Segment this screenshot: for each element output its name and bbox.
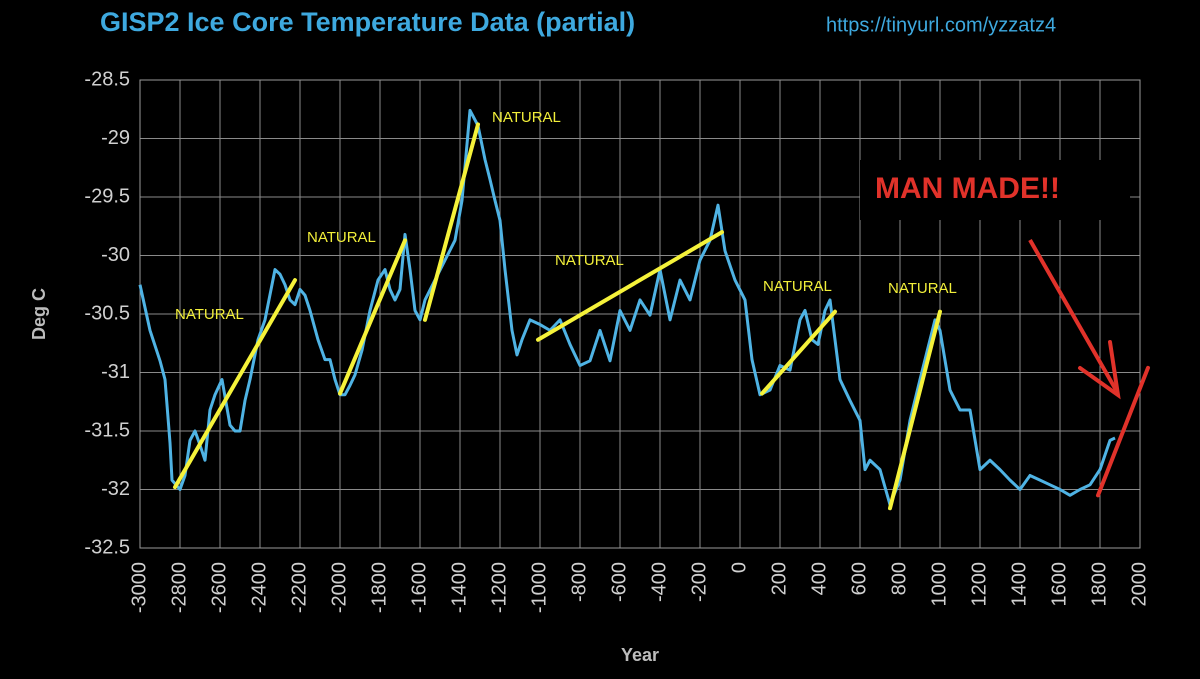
annotation-label: NATURAL — [492, 109, 561, 126]
y-tick-label: -28.5 — [84, 68, 130, 90]
x-tick-label: -1400 — [448, 562, 470, 613]
annotation-label: NATURAL — [888, 280, 957, 297]
trend-line — [760, 309, 837, 396]
x-tick-label: 200 — [768, 562, 790, 595]
x-tick-label: -2200 — [288, 562, 310, 613]
annotation-label: MAN MADE!! — [875, 172, 1060, 205]
grid: -28.5 -29 -29.5 -30 -30.5 -31 -31.5 -32 -32.5 -30… — [84, 68, 1150, 613]
y-tick-label: -32 — [101, 478, 130, 500]
x-tick-label: 1200 — [968, 562, 990, 607]
x-tick-label: -200 — [688, 562, 710, 602]
annotation-label: NATURAL — [175, 306, 244, 323]
trend-line — [423, 122, 480, 322]
x-tick-label: -1800 — [368, 562, 390, 613]
y-tick-label: -29.5 — [84, 185, 130, 207]
x-tick-label: -400 — [648, 562, 670, 602]
trend-line — [173, 278, 297, 490]
y-tick-label: -31 — [101, 361, 130, 383]
x-tick-label: 0 — [728, 562, 750, 573]
annotation-label: NATURAL — [555, 252, 624, 269]
y-tick-label: -30 — [101, 244, 130, 266]
trend-line — [888, 309, 942, 511]
x-tick-label: 600 — [848, 562, 870, 595]
y-axis-title: Deg C — [29, 288, 49, 340]
x-tick-label: 800 — [888, 562, 910, 595]
trend-line — [1096, 365, 1150, 498]
x-tick-label: -3000 — [128, 562, 150, 613]
x-tick-label: 1600 — [1048, 562, 1070, 607]
x-tick-label: -600 — [608, 562, 630, 602]
y-tick-label: -32.5 — [84, 536, 130, 558]
trend-line — [338, 238, 407, 396]
trend-line — [536, 230, 724, 342]
x-tick-label: -1000 — [528, 562, 550, 613]
label-box — [860, 160, 1130, 220]
x-tick-label: -1200 — [488, 562, 510, 613]
y-tick-label: -30.5 — [84, 302, 130, 324]
y-tick-label: -31.5 — [84, 419, 130, 441]
source-url: https://tinyurl.com/yzzatz4 — [826, 14, 1056, 36]
x-tick-label: 400 — [808, 562, 830, 595]
annotation-label: NATURAL — [763, 278, 832, 295]
y-tick-label: -29 — [101, 127, 130, 149]
x-tick-label: -2000 — [328, 562, 350, 613]
x-tick-label: -1600 — [408, 562, 430, 613]
data-line — [138, 108, 1116, 507]
chart-title: GISP2 Ice Core Temperature Data (partial… — [100, 7, 635, 37]
arrow-shaft — [1028, 239, 1118, 391]
plot-frame — [139, 79, 1141, 549]
annotation-label: NATURAL — [307, 229, 376, 246]
x-tick-label: -2600 — [208, 562, 230, 613]
arrow-head — [1078, 340, 1121, 400]
x-tick-label: -2400 — [248, 562, 270, 613]
x-tick-label: -800 — [568, 562, 590, 602]
annotations: NATURAL NATURAL NATURAL NATURAL NATURAL NATUR… — [173, 109, 1150, 511]
x-tick-label: 1400 — [1008, 562, 1030, 607]
x-tick-label: 1000 — [928, 562, 950, 607]
x-tick-label: 2000 — [1128, 562, 1150, 607]
x-tick-label: 1800 — [1088, 562, 1110, 607]
x-tick-label: -2800 — [168, 562, 190, 613]
plot — [138, 108, 1116, 507]
x-axis-title: Year — [621, 645, 659, 665]
